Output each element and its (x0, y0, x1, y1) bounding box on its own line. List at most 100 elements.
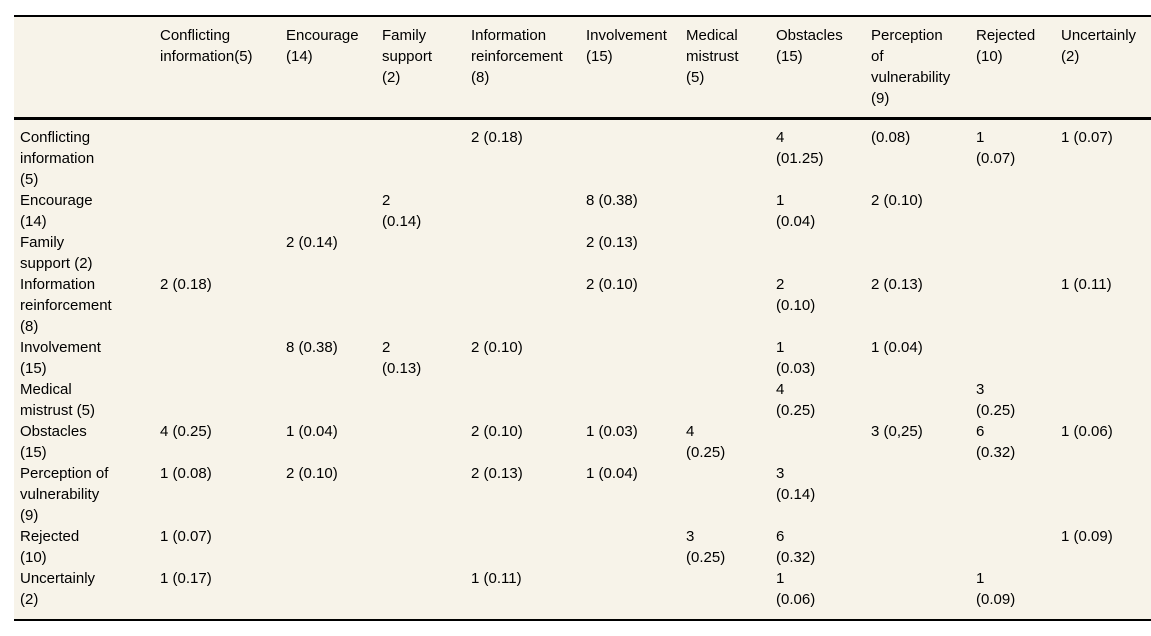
row-header: Obstacles (15) (20, 423, 87, 461)
matrix-cell: 6 (0.32) (976, 423, 1016, 461)
matrix-cell (581, 379, 681, 421)
matrix-cell (866, 379, 971, 421)
matrix-cell: 1 (0.04) (871, 339, 923, 356)
matrix-cell: 1 (0.07) (1061, 129, 1113, 146)
matrix-cell (581, 119, 681, 191)
matrix-cell (377, 119, 466, 191)
matrix-cell: 4 (0.25) (776, 381, 816, 419)
matrix-cell (771, 421, 866, 463)
row-header: Involvement (15) (20, 339, 101, 377)
matrix-cell (281, 568, 377, 619)
table-row-perception-of-vulnerability: Perception of vulnerability (9) 1 (0.08)… (14, 463, 1151, 526)
table-row-involvement: Involvement (15) 8 (0.38) 2 (0.13) 2 (0.… (14, 337, 1151, 379)
matrix-cell: 3 (0.25) (976, 381, 1016, 419)
matrix-cell: 2 (0.10) (286, 465, 338, 482)
matrix-cell (466, 274, 581, 337)
matrix-cell (681, 568, 771, 619)
matrix-cell: 1 (0.08) (160, 465, 212, 482)
matrix-cell: 8 (0.38) (586, 192, 638, 209)
table-row-medical-mistrust: Medical mistrust (5) 4 (0.25) 3 (0.25) (14, 379, 1151, 421)
matrix-cell: 2 (0.18) (160, 276, 212, 293)
matrix-cell: 4 (01.25) (776, 129, 824, 167)
matrix-cell (681, 232, 771, 274)
column-header-family-support: Family support (2) (377, 17, 466, 120)
matrix-cell (377, 463, 466, 526)
matrix-cell: 2 (0.10) (471, 339, 523, 356)
matrix-cell (681, 463, 771, 526)
matrix-cell (466, 190, 581, 232)
matrix-cell (466, 526, 581, 568)
matrix-cell (681, 274, 771, 337)
matrix-cell (466, 379, 581, 421)
matrix-cell: 1 (0.07) (160, 528, 212, 545)
matrix-cell (1056, 568, 1151, 619)
matrix-cell: 2 (0.14) (286, 234, 338, 251)
matrix-cell: 1 (0.09) (976, 570, 1016, 608)
matrix-cell (771, 232, 866, 274)
table-row-obstacles: Obstacles (15) 4 (0.25) 1 (0.04) 2 (0.10… (14, 421, 1151, 463)
matrix-cell (155, 337, 281, 379)
matrix-cell: 1 (0.03) (776, 339, 816, 377)
column-header-medical-mistrust: Medical mistrust (5) (681, 17, 771, 120)
row-header: Conflicting information (5) (20, 129, 95, 188)
table-row-information-reinforcement: Information reinforcement (8) 2 (0.18) 2… (14, 274, 1151, 337)
table-sheet: Conflicting information(5) Encourage (14… (14, 15, 1151, 621)
row-header: Information reinforcement (8) (20, 276, 112, 335)
matrix-cell: 1 (0.04) (776, 192, 816, 230)
matrix-cell (377, 379, 466, 421)
matrix-cell: 1 (0.04) (286, 423, 338, 440)
matrix-cell (681, 119, 771, 191)
matrix-cell: 4 (0.25) (686, 423, 726, 461)
matrix-cell: 2 (0.10) (776, 276, 816, 314)
column-header-encourage: Encourage (14) (281, 17, 377, 120)
matrix-cell (155, 379, 281, 421)
cooccurrence-matrix-table: Conflicting information(5) Encourage (14… (14, 17, 1151, 619)
matrix-cell (155, 232, 281, 274)
matrix-cell (866, 568, 971, 619)
column-header-obstacles: Obstacles (15) (771, 17, 866, 120)
table-row-rejected: Rejected (10) 1 (0.07) 3 (0.25) 6 (0.32)… (14, 526, 1151, 568)
column-header-involvement: Involvement (15) (581, 17, 681, 120)
matrix-cell (581, 337, 681, 379)
matrix-cell: 2 (0.13) (382, 339, 422, 377)
matrix-cell: (0.08) (871, 129, 911, 146)
matrix-cell (377, 526, 466, 568)
matrix-cell (971, 274, 1056, 337)
matrix-cell (466, 232, 581, 274)
matrix-cell: 3 (0,25) (871, 423, 923, 440)
matrix-cell (281, 526, 377, 568)
matrix-cell: 2 (0.18) (471, 129, 523, 146)
matrix-cell (281, 274, 377, 337)
matrix-cell (971, 337, 1056, 379)
matrix-cell: 8 (0.38) (286, 339, 338, 356)
column-header-perception-of-vulnerability: Perception of vulnerability (9) (866, 17, 971, 120)
matrix-cell (866, 463, 971, 526)
matrix-cell (377, 232, 466, 274)
matrix-cell (1056, 463, 1151, 526)
matrix-cell: 2 (0.13) (471, 465, 523, 482)
column-header-information-reinforcement: Information reinforcement (8) (466, 17, 581, 120)
matrix-cell (377, 568, 466, 619)
column-header-conflicting-information: Conflicting information(5) (155, 17, 281, 120)
matrix-cell: 2 (0.14) (382, 192, 422, 230)
matrix-cell (581, 526, 681, 568)
table-row-uncertainly: Uncertainly (2) 1 (0.17) 1 (0.11) 1 (0.0… (14, 568, 1151, 619)
matrix-cell (377, 274, 466, 337)
matrix-cell (1056, 190, 1151, 232)
matrix-cell (866, 526, 971, 568)
matrix-cell: 2 (0.13) (586, 234, 638, 251)
matrix-cell: 6 (0.32) (776, 528, 816, 566)
matrix-cell: 2 (0.10) (586, 276, 638, 293)
row-header: Rejected (10) (20, 528, 80, 566)
matrix-cell: 1 (0.03) (586, 423, 638, 440)
matrix-cell (971, 190, 1056, 232)
matrix-cell (581, 568, 681, 619)
matrix-cell: 1 (0.06) (776, 570, 816, 608)
row-header: Medical mistrust (5) (20, 381, 95, 419)
matrix-cell (377, 421, 466, 463)
matrix-cell: 3 (0.25) (686, 528, 726, 566)
matrix-cell: 2 (0.13) (871, 276, 923, 293)
matrix-cell: 1 (0.06) (1061, 423, 1113, 440)
table-row-family-support: Family support (2) 2 (0.14) 2 (0.13) (14, 232, 1151, 274)
